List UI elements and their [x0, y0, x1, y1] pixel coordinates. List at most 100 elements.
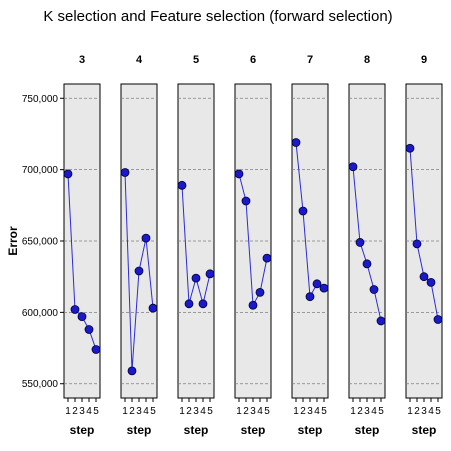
- data-point: [419, 272, 429, 282]
- x-tick-label: 2: [357, 406, 363, 417]
- x-tick-label: 1: [293, 406, 299, 417]
- x-tick-label: 3: [364, 406, 370, 417]
- data-point: [70, 305, 80, 314]
- data-point: [355, 238, 365, 247]
- x-tick-label: 3: [421, 406, 427, 417]
- x-tick-label: 4: [257, 406, 263, 417]
- x-tick-label: 5: [93, 406, 99, 417]
- x-tick-label: 5: [321, 406, 327, 417]
- data-point: [148, 303, 158, 313]
- x-tick-label: 5: [207, 406, 213, 417]
- x-tick-label: 3: [193, 406, 199, 417]
- data-point: [63, 169, 73, 179]
- data-point: [362, 259, 372, 269]
- x-tick-label: 3: [79, 406, 85, 417]
- data-point: [319, 283, 329, 293]
- x-tick-label: 4: [314, 406, 320, 417]
- x-tick-label: 4: [86, 406, 92, 417]
- data-point: [405, 143, 415, 153]
- x-tick-label: 3: [250, 406, 256, 417]
- y-tick-label: 750,000: [22, 94, 59, 105]
- x-tick-label: 5: [150, 406, 156, 417]
- panel-header: 8: [364, 54, 370, 66]
- data-point: [255, 287, 265, 297]
- x-tick-label: 2: [414, 406, 420, 417]
- x-tick-label: 2: [300, 406, 306, 417]
- data-point: [262, 253, 272, 263]
- x-tick-label: 5: [264, 406, 270, 417]
- data-point: [376, 316, 386, 326]
- x-tick-label: 5: [378, 406, 384, 417]
- data-point: [291, 138, 301, 147]
- data-point: [184, 299, 194, 309]
- data-point: [241, 196, 251, 206]
- data-point: [141, 233, 151, 243]
- x-tick-label: 3: [307, 406, 313, 417]
- panel-header: 5: [193, 54, 199, 66]
- data-point: [426, 277, 436, 287]
- panel-header: 3: [79, 54, 85, 66]
- x-axis-title: step: [412, 423, 437, 437]
- x-tick-label: 1: [179, 406, 185, 417]
- panel-header: 7: [307, 54, 313, 66]
- data-point: [134, 266, 144, 276]
- panel-9: 9 1 2 3 4 5 step: [405, 54, 443, 437]
- panel-header: 6: [250, 54, 256, 66]
- x-axis-title: step: [241, 423, 266, 437]
- data-point: [191, 273, 201, 283]
- x-tick-label: 2: [243, 406, 249, 417]
- data-point: [412, 239, 422, 249]
- data-point: [305, 292, 315, 302]
- y-tick-label: 550,000: [22, 379, 59, 390]
- x-tick-label: 2: [72, 406, 78, 417]
- x-tick-label: 1: [65, 406, 71, 417]
- data-point: [234, 169, 244, 179]
- data-point: [198, 299, 208, 309]
- data-point: [348, 162, 358, 172]
- data-point: [77, 312, 87, 322]
- chart-title: K selection and Feature selection (forwa…: [43, 8, 392, 25]
- y-axis: 550,000 600,000 650,000 700,000 750,000: [22, 94, 64, 390]
- data-point: [312, 279, 322, 289]
- panel-6: 6 1 2 3 4 5 step: [234, 54, 272, 437]
- data-point: [433, 315, 443, 324]
- x-tick-label: 1: [236, 406, 242, 417]
- x-tick-label: 1: [407, 406, 413, 417]
- x-axis-title: step: [184, 423, 209, 437]
- panel-header: 4: [136, 54, 143, 66]
- y-tick-label: 650,000: [22, 237, 59, 248]
- x-axis-title: step: [70, 423, 95, 437]
- data-point: [369, 285, 379, 294]
- x-tick-label: 4: [428, 406, 434, 417]
- y-tick-label: 600,000: [22, 308, 59, 319]
- data-point: [248, 300, 258, 310]
- panel-header: 9: [421, 54, 427, 66]
- x-tick-label: 2: [129, 406, 135, 417]
- x-tick-label: 5: [435, 406, 441, 417]
- x-tick-label: 1: [122, 406, 128, 417]
- data-point: [91, 345, 101, 354]
- data-point: [120, 168, 130, 177]
- panel-7: 7 1 2 3 4 5 step: [291, 54, 329, 437]
- y-axis-title: Error: [6, 226, 20, 256]
- x-axis-title: step: [127, 423, 152, 437]
- data-point: [177, 180, 187, 190]
- x-tick-label: 2: [186, 406, 192, 417]
- data-point: [84, 325, 94, 334]
- x-tick-label: 1: [350, 406, 356, 417]
- data-point: [127, 366, 137, 376]
- y-tick-label: 700,000: [22, 165, 59, 176]
- data-point: [298, 206, 308, 216]
- x-axis-title: step: [355, 423, 380, 437]
- x-axis-title: step: [298, 423, 323, 437]
- x-tick-label: 4: [371, 406, 377, 417]
- panel-8: 8 1 2 3 4 5 step: [348, 54, 386, 437]
- data-point: [205, 269, 215, 279]
- x-tick-label: 4: [143, 406, 149, 417]
- x-tick-label: 4: [200, 406, 206, 417]
